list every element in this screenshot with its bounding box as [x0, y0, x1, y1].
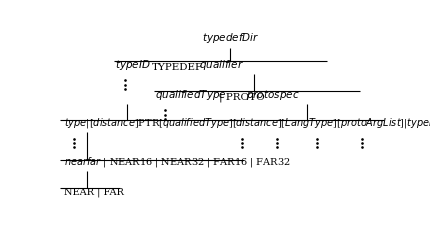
- Text: TYPEDEF: TYPEDEF: [152, 63, 203, 71]
- Text: $\mathit{qualifier}$: $\mathit{qualifier}$: [199, 57, 244, 71]
- Text: $\mathit{protospec}$: $\mathit{protospec}$: [246, 87, 300, 101]
- Text: $\mathit{typeID}$: $\mathit{typeID}$: [115, 57, 151, 71]
- Text: NEAR | FAR: NEAR | FAR: [64, 187, 123, 197]
- Text: $\mathit{nearfar}$ | NEAR16 | NEAR32 | FAR16 | FAR32: $\mathit{nearfar}$ | NEAR16 | NEAR32 | F…: [64, 155, 290, 169]
- Text: | PROTO: | PROTO: [219, 92, 265, 101]
- Text: $\mathit{type}$|[$\mathit{distance}$]PTR[$\mathit{qualifiedType}$]: $\mathit{type}$|[$\mathit{distance}$]PTR…: [64, 116, 233, 130]
- Text: [$\mathit{distance}$][$\mathit{LangType}$][$\mathit{protoArgList}$]|$\mathit{typ: [$\mathit{distance}$][$\mathit{LangType}…: [232, 116, 430, 130]
- Text: $\mathit{typedefDir}$: $\mathit{typedefDir}$: [202, 31, 259, 45]
- Text: $\mathit{qualifiedType}$: $\mathit{qualifiedType}$: [155, 87, 227, 101]
